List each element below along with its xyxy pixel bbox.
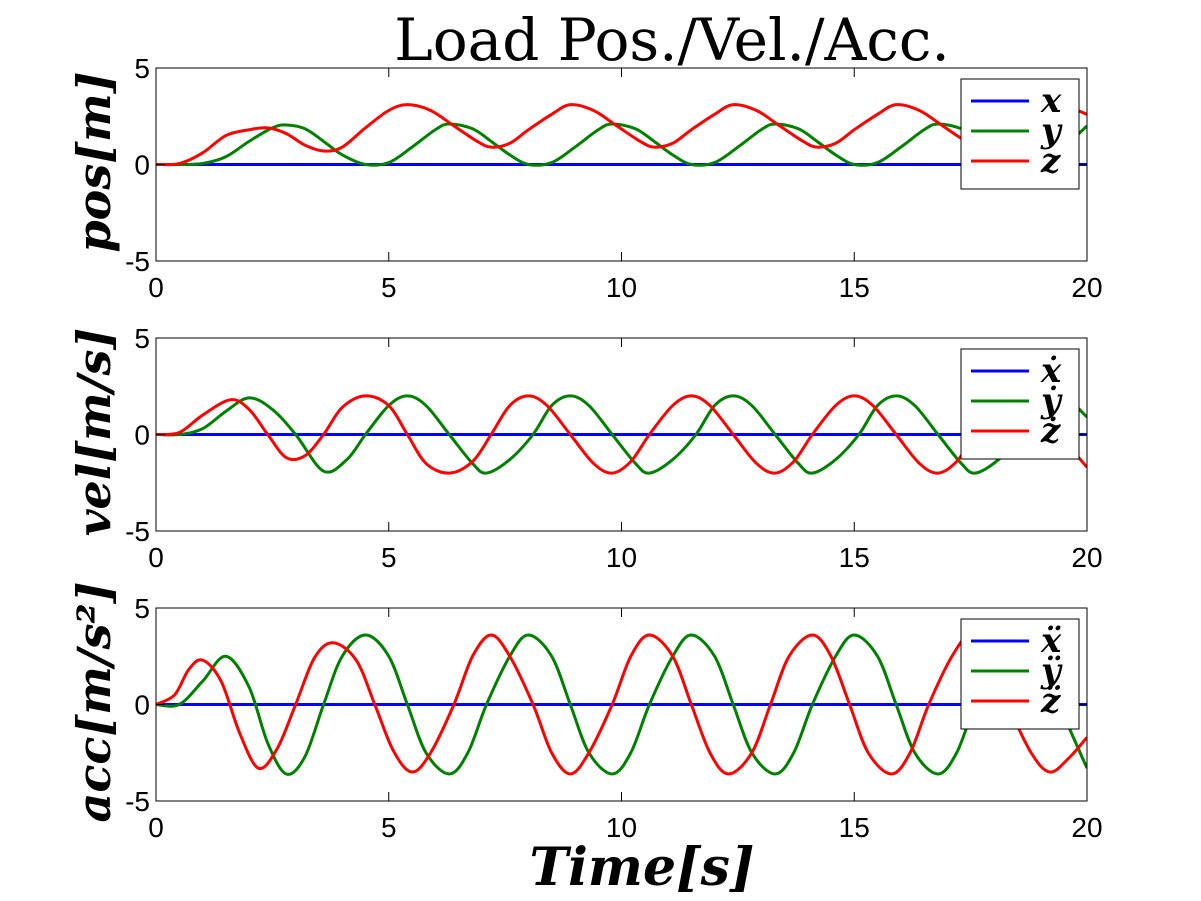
acceleration-ytick-label: -5 — [125, 786, 150, 817]
acceleration-xtick-label: 15 — [839, 812, 870, 843]
velocity-xtick-label: 10 — [606, 542, 637, 573]
acceleration-xtick-label: 5 — [381, 812, 397, 843]
position-ytick-label: 0 — [134, 150, 150, 181]
figure-title: Load Pos./Vel./Acc. — [394, 6, 950, 74]
acceleration-legend: ẍÿz̈ — [960, 618, 1080, 730]
velocity-ytick-label: -5 — [125, 516, 150, 547]
position-legend-label-0: x — [1040, 81, 1062, 121]
velocity-ytick-label: 5 — [134, 323, 150, 354]
acceleration-legend-label-1: ÿ — [1040, 651, 1063, 691]
position-xtick-label: 20 — [1071, 272, 1102, 303]
acceleration-y-axis-label: acc[m/s²] — [67, 582, 121, 823]
velocity-legend-label-1: ẏ — [1040, 381, 1063, 421]
position-xtick-label: 0 — [148, 272, 164, 303]
acceleration-series-2-line — [156, 633, 1087, 776]
velocity-series-2-line — [156, 394, 1087, 475]
velocity-ytick-label: 0 — [134, 420, 150, 451]
velocity-y-axis-label: vel[m/s] — [67, 328, 121, 536]
position-legend: xyz — [960, 78, 1080, 190]
position-series-2-line — [156, 103, 1087, 167]
position-xtick-label: 15 — [839, 272, 870, 303]
acceleration-series-1-line — [156, 633, 1087, 776]
position-xtick-label: 5 — [381, 272, 397, 303]
position-legend-label-1: y — [1040, 111, 1063, 151]
velocity-series-group — [156, 394, 1087, 475]
position-legend-box — [960, 78, 1080, 190]
velocity-legend-label-0: ẋ — [1040, 351, 1062, 391]
acceleration-xtick-label: 0 — [148, 812, 164, 843]
position-series-group — [156, 103, 1087, 167]
acceleration-series-group — [156, 633, 1087, 776]
acceleration-ytick-label: 5 — [134, 593, 150, 624]
velocity-xtick-label: 0 — [148, 542, 164, 573]
velocity-xtick-label: 5 — [381, 542, 397, 573]
position-series-1-line — [156, 122, 1087, 167]
acceleration-ytick-label: 0 — [134, 690, 150, 721]
acceleration-legend-box — [960, 618, 1080, 730]
acceleration-xtick-label: 20 — [1071, 812, 1102, 843]
x-axis-label: Time[s] — [529, 837, 754, 898]
velocity-xtick-label: 20 — [1071, 542, 1102, 573]
position-ytick-label: -5 — [125, 246, 150, 277]
position-ytick-label: 5 — [134, 53, 150, 84]
velocity-series-1-line — [156, 394, 1087, 475]
acceleration-legend-label-2: z̈ — [1040, 681, 1061, 721]
acceleration-legend-label-0: ẍ — [1040, 621, 1062, 661]
position-legend-label-2: z — [1040, 141, 1061, 181]
position-y-axis-label: pos[m] — [67, 72, 121, 253]
velocity-legend: ẋẏż — [960, 348, 1080, 460]
acceleration-xtick-label: 10 — [606, 812, 637, 843]
position-xtick-label: 10 — [606, 272, 637, 303]
velocity-legend-label-2: ż — [1040, 411, 1061, 451]
velocity-legend-box — [960, 348, 1080, 460]
velocity-xtick-label: 15 — [839, 542, 870, 573]
